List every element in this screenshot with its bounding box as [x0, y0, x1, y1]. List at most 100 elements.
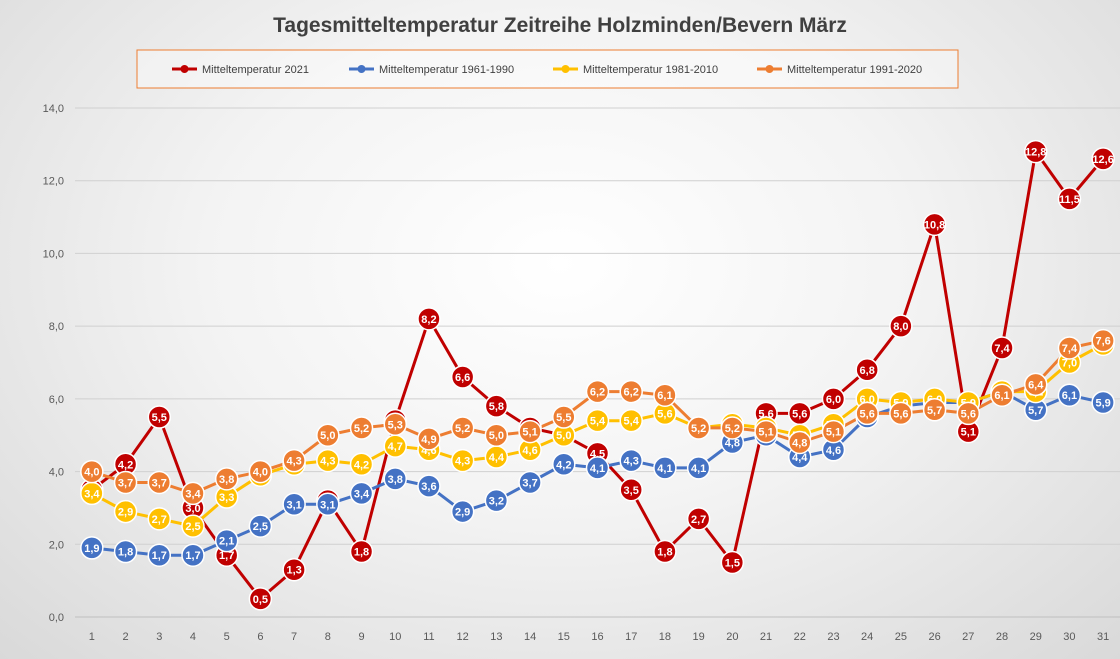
data-label-mitteltemperatur-2021: 12,8 — [1025, 147, 1046, 159]
data-point-mitteltemperatur-1961-1990 — [248, 514, 273, 538]
x-tick-label: 1 — [89, 631, 95, 643]
data-label-mitteltemperatur-2021: 11,5 — [1059, 194, 1080, 206]
data-label-mitteltemperatur-2021: 5,5 — [152, 412, 167, 424]
data-label-mitteltemperatur-1991-2020: 5,0 — [489, 430, 504, 442]
data-label-mitteltemperatur-1961-1990: 3,6 — [421, 481, 436, 493]
data-label-mitteltemperatur-2021: 0,5 — [253, 594, 268, 606]
data-point-mitteltemperatur-2021 — [619, 478, 643, 502]
data-label-mitteltemperatur-1991-2020: 5,6 — [893, 408, 908, 420]
y-tick-label: 12,0 — [43, 176, 64, 188]
data-point-mitteltemperatur-1991-2020 — [821, 419, 846, 444]
data-label-mitteltemperatur-1991-2020: 5,5 — [556, 412, 571, 424]
data-label-mitteltemperatur-1961-1990: 4,1 — [691, 463, 706, 475]
data-point-mitteltemperatur-1991-2020 — [956, 401, 981, 426]
x-tick-label: 20 — [726, 631, 738, 643]
data-label-mitteltemperatur-1961-1990: 6,1 — [1062, 390, 1077, 402]
x-tick-label: 26 — [928, 631, 940, 643]
data-point-mitteltemperatur-1991-2020 — [1023, 372, 1048, 397]
data-point-mitteltemperatur-2021 — [855, 358, 879, 382]
data-point-mitteltemperatur-1991-2020 — [855, 401, 879, 426]
data-point-mitteltemperatur-1961-1990 — [282, 492, 306, 517]
data-label-mitteltemperatur-1991-2020: 6,2 — [590, 387, 605, 399]
series-points-mitteltemperatur-1991-2020: 4,0 3,7 3,7 3,4 3,8 4,0 4,3 5,0 5,2 5,3 4,9 5,2 5,0 5… — [80, 328, 1115, 506]
data-point-mitteltemperatur-1981-2010 — [316, 448, 340, 473]
data-label-mitteltemperatur-1991-2020: 3,7 — [118, 477, 133, 489]
data-point-mitteltemperatur-2021 — [282, 557, 306, 582]
data-point-mitteltemperatur-1961-1990 — [383, 467, 407, 491]
data-label-mitteltemperatur-1961-1990: 1,8 — [118, 547, 133, 559]
data-point-mitteltemperatur-1991-2020 — [113, 470, 138, 495]
x-tick-label: 3 — [156, 631, 162, 643]
data-point-mitteltemperatur-1991-2020 — [282, 448, 306, 473]
data-label-mitteltemperatur-1981-2010: 4,3 — [455, 456, 470, 468]
data-label-mitteltemperatur-1961-1990: 1,9 — [84, 543, 99, 555]
data-label-mitteltemperatur-1981-2010: 4,7 — [388, 441, 403, 453]
data-point-mitteltemperatur-2021 — [720, 550, 745, 575]
data-label-mitteltemperatur-1981-2010: 5,4 — [624, 416, 640, 428]
data-label-mitteltemperatur-2021: 1,5 — [725, 557, 740, 569]
data-label-mitteltemperatur-2021: 1,7 — [219, 550, 234, 562]
data-point-mitteltemperatur-2021 — [147, 405, 172, 429]
x-tick-label: 12 — [457, 631, 469, 643]
data-label-mitteltemperatur-2021: 12,6 — [1092, 154, 1113, 166]
data-label-mitteltemperatur-2021: 6,6 — [455, 372, 470, 384]
data-label-mitteltemperatur-1991-2020: 6,4 — [1028, 379, 1044, 391]
x-tick-label: 5 — [224, 631, 230, 643]
data-label-mitteltemperatur-1961-1990: 2,1 — [219, 536, 234, 548]
data-label-mitteltemperatur-1991-2020: 3,4 — [185, 488, 201, 500]
data-point-mitteltemperatur-1991-2020 — [349, 416, 374, 440]
data-label-mitteltemperatur-2021: 2,7 — [691, 514, 706, 526]
data-label-mitteltemperatur-1981-2010: 4,4 — [489, 452, 505, 464]
data-label-mitteltemperatur-1961-1990: 4,1 — [590, 463, 605, 475]
data-point-mitteltemperatur-1991-2020 — [990, 383, 1014, 407]
data-point-mitteltemperatur-1961-1990 — [450, 499, 475, 524]
data-point-mitteltemperatur-1991-2020 — [1091, 328, 1115, 353]
data-label-mitteltemperatur-1961-1990: 1,7 — [152, 550, 167, 562]
data-point-mitteltemperatur-2021 — [417, 307, 441, 331]
legend-marker-mitteltemperatur-1981-2010 — [561, 65, 570, 73]
data-label-mitteltemperatur-1991-2020: 5,1 — [522, 427, 537, 439]
x-tick-label: 22 — [794, 631, 806, 643]
data-label-mitteltemperatur-1991-2020: 5,3 — [388, 419, 403, 431]
x-tick-label: 31 — [1097, 631, 1109, 643]
data-label-mitteltemperatur-1991-2020: 4,8 — [792, 437, 807, 449]
data-label-mitteltemperatur-1991-2020: 4,9 — [421, 434, 436, 446]
data-label-mitteltemperatur-1961-1990: 5,7 — [1028, 405, 1043, 417]
data-label-mitteltemperatur-1991-2020: 4,0 — [84, 467, 99, 479]
series-line-mitteltemperatur-1981-2010 — [91, 342, 1104, 528]
x-tick-label: 17 — [625, 631, 637, 643]
data-label-mitteltemperatur-1991-2020: 5,0 — [320, 430, 335, 442]
x-tick-label: 11 — [423, 631, 434, 643]
data-label-mitteltemperatur-1961-1990: 1,7 — [185, 550, 200, 562]
y-tick-label: 4,0 — [49, 467, 64, 479]
data-point-mitteltemperatur-2021 — [248, 587, 273, 611]
data-point-mitteltemperatur-1991-2020 — [754, 419, 778, 444]
data-point-mitteltemperatur-1961-1990 — [181, 543, 205, 567]
x-tick-label: 13 — [490, 631, 502, 643]
data-point-mitteltemperatur-2021 — [990, 336, 1014, 360]
data-point-mitteltemperatur-1991-2020 — [1057, 336, 1082, 360]
data-label-mitteltemperatur-2021: 1,8 — [354, 547, 369, 559]
data-point-mitteltemperatur-1961-1990 — [1057, 383, 1082, 407]
data-point-mitteltemperatur-1991-2020 — [788, 430, 812, 455]
data-point-mitteltemperatur-1991-2020 — [552, 405, 576, 429]
data-point-mitteltemperatur-2021 — [1023, 139, 1048, 164]
data-point-mitteltemperatur-1991-2020 — [248, 459, 273, 484]
data-point-mitteltemperatur-1961-1990 — [80, 536, 104, 560]
data-label-mitteltemperatur-2021: 4,2 — [118, 459, 133, 471]
y-tick-label: 8,0 — [49, 321, 64, 333]
data-label-mitteltemperatur-1991-2020: 7,6 — [1095, 336, 1110, 348]
data-label-mitteltemperatur-1961-1990: 3,1 — [286, 499, 301, 511]
y-tick-label: 6,0 — [49, 394, 64, 406]
data-point-mitteltemperatur-2021 — [922, 212, 947, 237]
data-point-mitteltemperatur-1981-2010 — [147, 507, 172, 531]
data-label-mitteltemperatur-1991-2020: 5,6 — [860, 408, 875, 420]
y-tick-label: 14,0 — [43, 103, 64, 115]
data-point-mitteltemperatur-1961-1990 — [686, 456, 711, 480]
data-point-mitteltemperatur-2021 — [821, 387, 846, 411]
x-tick-label: 15 — [558, 631, 570, 643]
data-point-mitteltemperatur-1991-2020 — [619, 379, 643, 404]
data-point-mitteltemperatur-1961-1990 — [214, 528, 239, 553]
data-label-mitteltemperatur-1981-2010: 3,4 — [84, 488, 100, 500]
data-point-mitteltemperatur-1961-1990 — [316, 492, 340, 517]
